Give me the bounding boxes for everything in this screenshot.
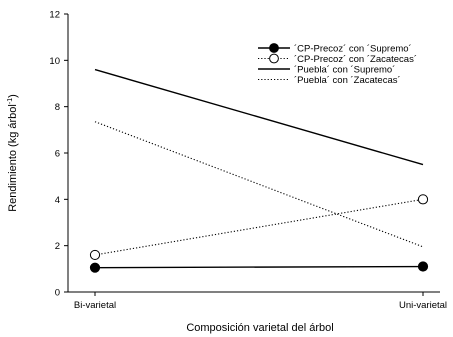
x-tick-label: Uni-varietal — [399, 300, 447, 311]
y-tick-label: 4 — [55, 195, 60, 206]
y-tick-label: 0 — [55, 288, 60, 299]
series-line-2 — [94, 68, 424, 166]
y-tick-label: 10 — [49, 56, 60, 67]
series-line-3 — [94, 121, 424, 248]
series-line-0 — [94, 265, 424, 269]
x-axis-title: Composición varietal del árbol — [186, 322, 333, 334]
y-tick-label: 6 — [55, 149, 60, 160]
legend-label-1: ´CP-Precoz´ con ´Zacatecas´ — [294, 54, 417, 65]
y-tick-label: 8 — [55, 102, 60, 113]
data-point-s1-p0 — [89, 249, 101, 261]
x-tick-label: Bi-varietal — [74, 300, 116, 311]
series-group — [89, 68, 429, 273]
series-line-1 — [94, 198, 424, 256]
data-point-s0-p0 — [89, 262, 101, 273]
data-point-s1-p1 — [417, 194, 429, 205]
legend: ´CP-Precoz´ con ´Supremo´´CP-Precoz´ con… — [258, 43, 417, 86]
x-ticks-group: Bi-varietal Uni-varietal — [74, 292, 447, 311]
data-point-s0-p1 — [417, 261, 429, 272]
legend-marker-0 — [269, 43, 279, 53]
y-tick-label: 12 — [49, 10, 60, 21]
legend-marker-1 — [269, 53, 279, 64]
y-axis-title-main: Rendimiento (kg árbol — [7, 104, 19, 212]
legend-label-0: ´CP-Precoz´ con ´Supremo´ — [294, 43, 412, 54]
y-tick-label: 2 — [55, 241, 60, 252]
legend-label-2: ´Puebla´ con ´Supremo´ — [294, 64, 395, 75]
legend-label-3: ´Puebla´ con ´Zacatecas´ — [294, 75, 401, 86]
y-axis-title: Rendimiento (kg árbol-1) — [7, 94, 19, 212]
y-axis-title-end: ) — [7, 94, 19, 98]
y-ticks-group: 0 2 4 6 8 10 12 — [49, 10, 68, 299]
y-axis-title-superscript: -1 — [7, 98, 14, 104]
